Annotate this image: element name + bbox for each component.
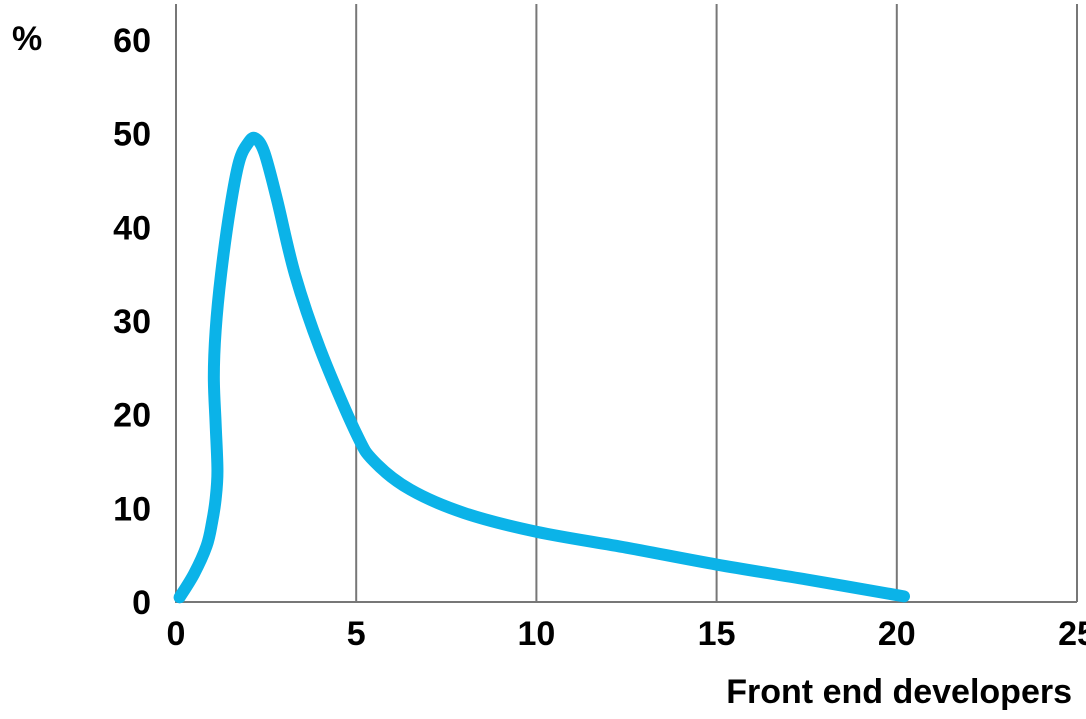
y-tick-label: 30 bbox=[113, 303, 151, 341]
y-tick-label: 50 bbox=[113, 116, 151, 154]
x-tick-label: 5 bbox=[347, 615, 366, 653]
x-tick-labels: 0 5 10 15 20 25 bbox=[167, 615, 1086, 653]
y-tick-labels: 0 10 20 30 40 50 60 bbox=[113, 22, 151, 622]
y-tick-label: 0 bbox=[132, 584, 151, 622]
y-tick-label: 20 bbox=[113, 397, 151, 435]
series-line-0 bbox=[173, 131, 911, 604]
grid-lines bbox=[355, 4, 1078, 602]
y-tick-label: 40 bbox=[113, 209, 151, 247]
x-tick-label: 25 bbox=[1058, 615, 1086, 653]
x-tick-label: 20 bbox=[878, 615, 916, 653]
x-tick-label: 15 bbox=[698, 615, 736, 653]
y-tick-label: 60 bbox=[113, 22, 151, 60]
y-axis-label: % bbox=[12, 20, 42, 58]
series-group bbox=[173, 131, 911, 604]
x-tick-label: 10 bbox=[517, 615, 555, 653]
y-tick-label: 10 bbox=[113, 490, 151, 528]
x-axis-label: Front end developers bbox=[726, 673, 1072, 711]
axes bbox=[175, 4, 1077, 603]
x-tick-label: 0 bbox=[167, 615, 186, 653]
